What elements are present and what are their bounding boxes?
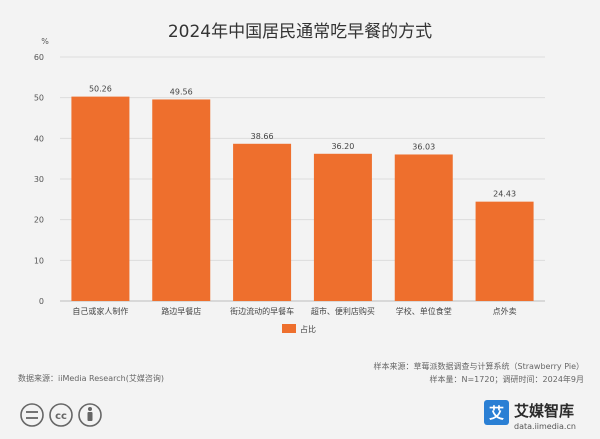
bar <box>152 99 211 302</box>
legend-swatch <box>282 324 296 333</box>
bar-value-label: 24.43 <box>493 190 516 199</box>
y-tick-label: 40 <box>34 134 44 143</box>
y-axis-unit: % <box>41 37 49 46</box>
sample-size: 样本量：N=1720；调研时间：2024年9月 <box>430 374 585 384</box>
bar <box>71 96 130 301</box>
logo-url: data.iimedia.cn <box>514 422 576 431</box>
y-tick-label: 50 <box>34 94 44 103</box>
x-tick-label: 超市、便利店购买 <box>311 306 375 316</box>
license-icons: cc <box>20 403 102 427</box>
x-tick-label: 街边流动的早餐车 <box>230 306 294 316</box>
logo-mark-text: 艾 <box>489 404 504 422</box>
brand-logo: 艾 艾媒智库 data.iimedia.cn <box>484 400 576 431</box>
svg-text:cc: cc <box>55 411 67 422</box>
x-tick-label: 点外卖 <box>493 306 517 316</box>
cc-icon: cc <box>49 403 73 427</box>
bars <box>71 96 534 302</box>
bar <box>233 143 292 301</box>
data-source: 数据来源：iiMedia Research(艾媒咨询) <box>18 373 164 383</box>
y-tick-label: 0 <box>39 297 44 306</box>
bar-value-label: 38.66 <box>251 132 274 141</box>
equals-icon <box>20 403 44 427</box>
bar <box>394 154 453 301</box>
sample-source: 样本来源：草莓派数据调查与计算系统（Strawberry Pie） <box>374 361 584 371</box>
person-icon <box>78 403 102 427</box>
y-tick-label: 20 <box>34 216 44 225</box>
x-axis-labels: 自己或家人制作 路边早餐店 街边流动的早餐车 超市、便利店购买 学校、单位食堂 点外卖 <box>72 306 516 316</box>
bar-value-label: 50.26 <box>89 85 112 94</box>
logo-mark-icon <box>484 400 509 425</box>
value-labels: 50.26 49.56 38.66 36.20 36.03 24.43 <box>89 85 516 199</box>
chart-title: 2024年中国居民通常吃早餐的方式 <box>168 22 432 42</box>
bar-value-label: 36.20 <box>331 142 354 151</box>
y-axis-ticks: 0 10 20 30 40 50 60 <box>34 53 44 306</box>
legend-label: 占比 <box>300 324 316 334</box>
bar <box>313 153 372 301</box>
x-tick-label: 自己或家人制作 <box>72 306 128 316</box>
bar-value-label: 49.56 <box>170 87 193 96</box>
logo-name: 艾媒智库 <box>514 402 574 420</box>
y-tick-label: 10 <box>34 256 44 265</box>
bar-value-label: 36.03 <box>412 142 435 151</box>
y-tick-label: 30 <box>34 175 44 184</box>
x-tick-label: 路边早餐店 <box>161 306 201 316</box>
legend: 占比 <box>282 324 316 334</box>
bar <box>475 201 534 301</box>
grid <box>60 56 545 302</box>
x-tick-label: 学校、单位食堂 <box>396 306 452 316</box>
y-tick-label: 60 <box>34 53 44 62</box>
